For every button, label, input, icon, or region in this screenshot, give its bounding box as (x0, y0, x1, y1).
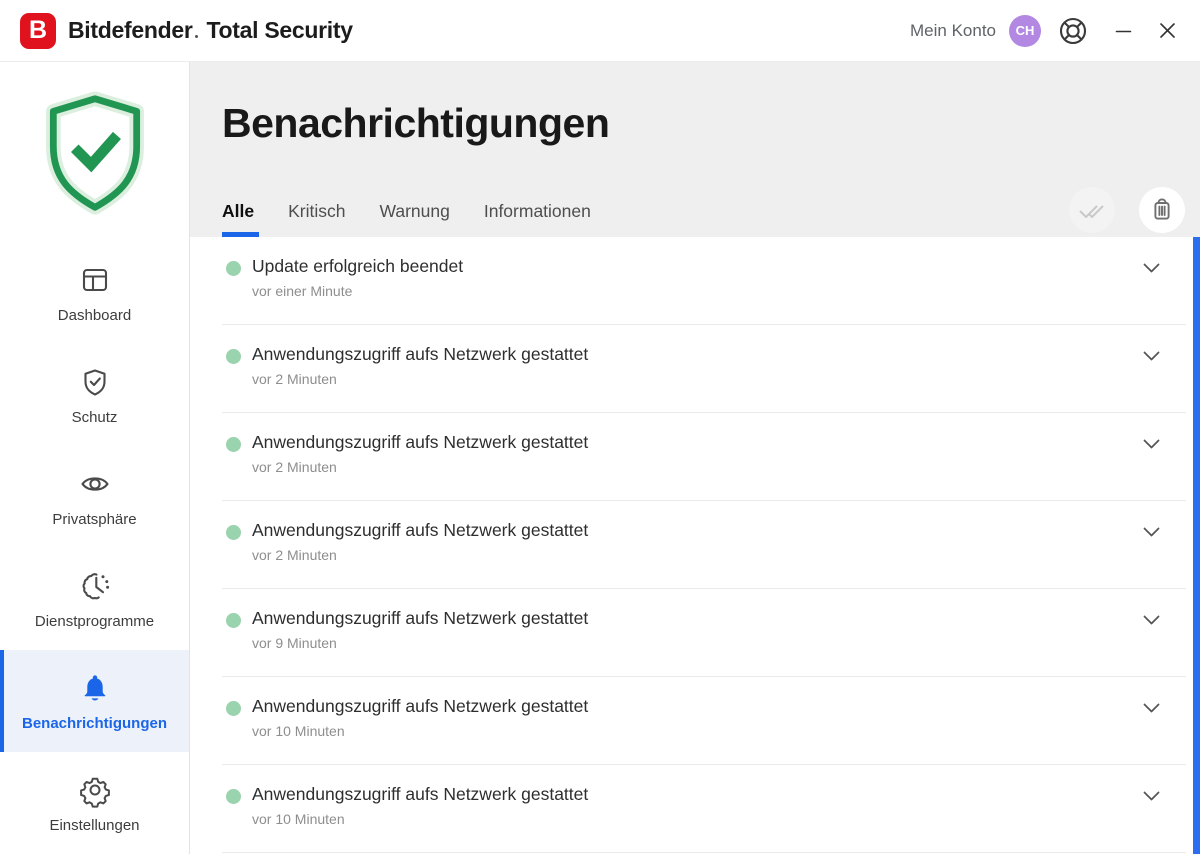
sidebar-item-einstellungen[interactable]: Einstellungen (0, 752, 189, 854)
registered-mark-icon (194, 35, 198, 38)
notification-texts: Anwendungszugriff aufs Netzwerk gestatte… (252, 608, 588, 651)
double-check-icon (1077, 200, 1107, 221)
delete-all-button[interactable] (1139, 187, 1185, 233)
notification-title: Anwendungszugriff aufs Netzwerk gestatte… (252, 520, 589, 540)
info-status-dot-icon (226, 437, 241, 452)
title-bar: B Bitdefender Total Security Mein Konto … (0, 0, 1200, 62)
sidebar-nav: Dashboard Schutz (0, 242, 189, 854)
notification-title: Update erfolgreich beendet (252, 256, 464, 276)
eye-icon (77, 466, 113, 502)
info-status-dot-icon (226, 613, 241, 628)
sidebar-item-label: Dienstprogramme (34, 613, 155, 630)
chevron-down-icon[interactable] (1143, 527, 1160, 537)
notification-title: Anwendungszugriff aufs Netzwerk gestatte… (252, 432, 589, 452)
utilities-icon (77, 568, 113, 604)
scrollbar-thumb[interactable] (1193, 237, 1200, 854)
notification-time: vor einer Minute (252, 283, 353, 299)
notification-row[interactable]: Anwendungszugriff aufs Netzwerk gestatte… (222, 325, 1186, 413)
notification-row[interactable]: Anwendungszugriff aufs Netzwerk gestatte… (222, 589, 1186, 677)
minimize-button[interactable] (1115, 22, 1132, 39)
chevron-down-icon[interactable] (1143, 615, 1160, 625)
chevron-down-icon[interactable] (1143, 351, 1160, 361)
notification-texts: Anwendungszugriff aufs Netzwerk gestatte… (252, 784, 588, 827)
sidebar: Dashboard Schutz (0, 62, 190, 854)
shield-check-icon (77, 364, 113, 400)
app-title: Bitdefender Total Security (68, 17, 353, 44)
brand-name: Bitdefender (68, 17, 193, 43)
notification-title: Anwendungszugriff aufs Netzwerk gestatte… (252, 696, 589, 716)
mark-all-read-button[interactable] (1069, 187, 1115, 233)
product-name: Total Security (206, 17, 353, 43)
trash-icon (1150, 197, 1174, 223)
title-bar-right: Mein Konto CH (910, 14, 1176, 47)
notification-title: Anwendungszugriff aufs Netzwerk gestatte… (252, 784, 589, 804)
info-status-dot-icon (226, 261, 241, 276)
notification-time: vor 10 Minuten (252, 811, 345, 827)
notification-time: vor 2 Minuten (252, 547, 337, 563)
header-actions (1069, 187, 1185, 233)
notification-texts: Anwendungszugriff aufs Netzwerk gestatte… (252, 344, 588, 387)
dashboard-icon (77, 262, 113, 298)
bitdefender-logo-icon: B (20, 12, 56, 49)
main-content: Benachrichtigungen Alle Kritisch Warnung… (190, 62, 1200, 854)
notification-row[interactable]: Update erfolgreich beendet vor einer Min… (222, 237, 1186, 325)
info-status-dot-icon (226, 349, 241, 364)
sidebar-item-label: Einstellungen (49, 817, 140, 834)
tab-kritisch[interactable]: Kritisch (288, 201, 346, 221)
notification-time: vor 2 Minuten (252, 459, 337, 475)
notification-row[interactable]: Anwendungszugriff aufs Netzwerk gestatte… (222, 413, 1186, 501)
sidebar-item-label: Benachrichtigungen (21, 715, 167, 732)
sidebar-item-label: Privatsphäre (52, 511, 137, 528)
sidebar-item-label: Schutz (71, 409, 118, 426)
notification-row[interactable]: Anwendungszugriff aufs Netzwerk gestatte… (222, 501, 1186, 589)
notification-time: vor 10 Minuten (252, 723, 345, 739)
sidebar-item-benachrichtigungen[interactable]: Benachrichtigungen (0, 650, 189, 752)
sidebar-item-schutz[interactable]: Schutz (0, 344, 189, 446)
chevron-down-icon[interactable] (1143, 263, 1160, 273)
notification-texts: Anwendungszugriff aufs Netzwerk gestatte… (252, 696, 588, 739)
sidebar-item-dashboard[interactable]: Dashboard (0, 242, 189, 344)
support-lifebuoy-icon[interactable] (1058, 16, 1088, 46)
chevron-down-icon[interactable] (1143, 439, 1160, 449)
info-status-dot-icon (226, 789, 241, 804)
page-header: Benachrichtigungen Alle Kritisch Warnung… (190, 62, 1200, 237)
notification-title: Anwendungszugriff aufs Netzwerk gestatte… (252, 608, 589, 628)
notification-list: Update erfolgreich beendet vor einer Min… (190, 237, 1200, 854)
account-link[interactable]: Mein Konto (910, 20, 996, 40)
notification-time: vor 9 Minuten (252, 635, 337, 651)
filter-tabs: Alle Kritisch Warnung Informationen (222, 201, 591, 237)
gear-icon (77, 772, 113, 808)
bell-icon (77, 670, 113, 706)
chevron-down-icon[interactable] (1143, 703, 1160, 713)
avatar[interactable]: CH (1009, 14, 1041, 47)
notification-row[interactable]: Anwendungszugriff aufs Netzwerk gestatte… (222, 765, 1186, 853)
tab-alle[interactable]: Alle (222, 201, 260, 237)
info-status-dot-icon (226, 701, 241, 716)
notification-time: vor 2 Minuten (252, 371, 337, 387)
close-button[interactable] (1159, 22, 1176, 39)
sidebar-item-label: Dashboard (57, 307, 132, 324)
notification-rows: Update erfolgreich beendet vor einer Min… (190, 237, 1200, 853)
sidebar-item-privatsphaere[interactable]: Privatsphäre (0, 446, 189, 548)
sidebar-item-dienstprogramme[interactable]: Dienstprogramme (0, 548, 189, 650)
notification-title: Anwendungszugriff aufs Netzwerk gestatte… (252, 344, 589, 364)
info-status-dot-icon (226, 525, 241, 540)
tab-warnung[interactable]: Warnung (379, 201, 450, 221)
security-status-shield-icon (45, 91, 144, 215)
chevron-down-icon[interactable] (1143, 791, 1160, 801)
notification-texts: Update erfolgreich beendet vor einer Min… (252, 256, 463, 299)
notification-row[interactable]: Anwendungszugriff aufs Netzwerk gestatte… (222, 677, 1186, 765)
notification-texts: Anwendungszugriff aufs Netzwerk gestatte… (252, 432, 588, 475)
tab-informationen[interactable]: Informationen (483, 201, 591, 221)
notification-texts: Anwendungszugriff aufs Netzwerk gestatte… (252, 520, 588, 563)
page-title: Benachrichtigungen (222, 100, 610, 146)
